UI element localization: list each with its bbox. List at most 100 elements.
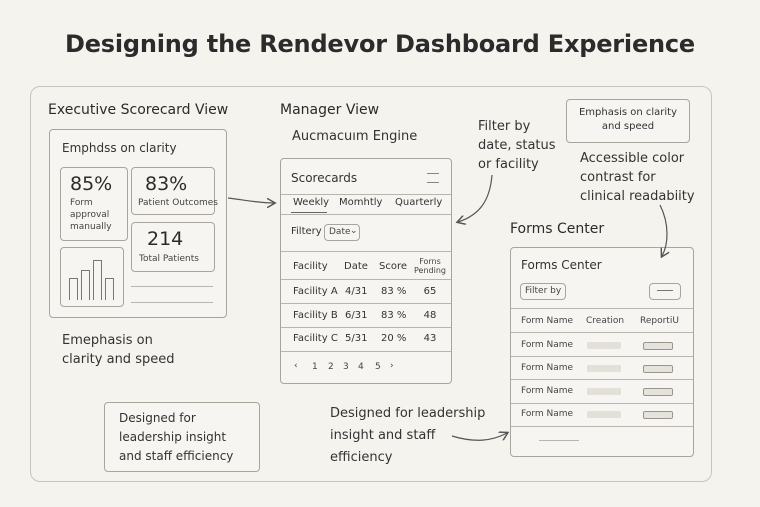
- divider: [511, 379, 693, 380]
- accessible-line: clinical readabiity: [580, 189, 695, 204]
- forms-menu-button[interactable]: [649, 283, 681, 300]
- pagination-page-1[interactable]: 1: [312, 362, 318, 372]
- mini-bar-chart: [60, 247, 124, 307]
- kpi-patient-outcomes-label: Patient Outcomes: [138, 198, 218, 208]
- forms-row-name[interactable]: Form Name: [521, 363, 574, 373]
- kpi-patient-outcomes-value: 83%: [145, 173, 188, 195]
- emphasis-box-line: and speed: [601, 121, 655, 132]
- pagination-page-4[interactable]: 4: [358, 362, 364, 372]
- table-row-score: 83 %: [381, 286, 407, 297]
- mini-bar-chart-bars: [67, 254, 117, 300]
- forms-row-name[interactable]: Form Name: [521, 340, 574, 350]
- report-placeholder: [643, 365, 673, 373]
- kpi-total-patients-value: 214: [147, 228, 184, 250]
- forms-col-reporting: ReportiU: [640, 316, 679, 326]
- executive-card-title: Emphdss on clarity: [62, 141, 177, 155]
- col-score: Score: [379, 261, 408, 272]
- col-pending: Pending: [414, 266, 446, 275]
- col-date: Date: [344, 261, 368, 272]
- divider: [511, 356, 693, 357]
- divider: [281, 251, 451, 252]
- divider: [281, 351, 451, 352]
- pagination-next[interactable]: ›: [390, 361, 394, 371]
- forms-filter-label: Filter by: [525, 286, 562, 296]
- footer-line: [539, 440, 579, 441]
- filter-date-select[interactable]: Date ⌄: [324, 224, 360, 241]
- manager-heading: Manager View: [280, 102, 380, 118]
- diagram-frame: [30, 86, 712, 482]
- menu-icon[interactable]: [427, 173, 439, 183]
- forms-col-name: Form Name: [521, 316, 574, 326]
- designed-left-box: Designed for leadership insight and staf…: [104, 402, 260, 472]
- filter-label: Filtery: [291, 226, 322, 237]
- kpi-form-approval-label: manually: [70, 222, 112, 232]
- forms-row-name[interactable]: Form Name: [521, 409, 574, 419]
- tab-weekly[interactable]: Weekly: [293, 197, 330, 208]
- table-row-facility[interactable]: Facility A: [293, 286, 338, 297]
- creation-placeholder: [587, 411, 621, 418]
- executive-heading: Executive Scorecard View: [48, 102, 229, 118]
- mini-bar: [69, 278, 78, 300]
- designed-right-line: insight and staff: [330, 428, 436, 443]
- mini-bar: [93, 260, 102, 300]
- divider: [511, 332, 693, 333]
- creation-placeholder: [587, 388, 621, 395]
- divider: [131, 302, 213, 303]
- designed-left-line: leadership insight: [119, 430, 227, 444]
- report-placeholder: [643, 388, 673, 396]
- scorecards-card: Scorecards Weekly Momhtly Quarterly Filt…: [280, 158, 452, 384]
- divider: [511, 426, 693, 427]
- kpi-total-patients: 214 Total Patients: [131, 222, 215, 272]
- scorecards-title: Scorecards: [291, 171, 358, 185]
- pagination-page-5[interactable]: 5: [375, 362, 381, 372]
- pagination-page-3[interactable]: 3: [343, 362, 349, 372]
- kpi-form-approval: 85% Form approval manually: [60, 167, 128, 241]
- table-row-facility[interactable]: Facility C: [293, 333, 338, 344]
- filter-note-line: date, status: [478, 138, 556, 153]
- forms-filter-button[interactable]: Filter by: [520, 283, 566, 300]
- kpi-form-approval-label: approval: [70, 210, 110, 220]
- filter-note-line: or facility: [478, 157, 539, 172]
- executive-card: Emphdss on clarity 85% Form approval man…: [49, 129, 227, 318]
- divider: [281, 303, 451, 304]
- creation-placeholder: [587, 365, 621, 372]
- divider: [281, 194, 451, 195]
- kpi-patient-outcomes: 83% Patient Outcomes: [131, 167, 218, 215]
- divider: [281, 214, 451, 215]
- forms-card-title: Forms Center: [521, 258, 602, 272]
- accessible-line: contrast for: [580, 170, 656, 185]
- tab-monthly[interactable]: Momhtly: [339, 197, 383, 208]
- forms-card: Forms Center Filter by Form Name Creatio…: [510, 247, 694, 457]
- report-placeholder: [643, 342, 673, 350]
- designed-right-line: Designed for leadership: [330, 406, 486, 421]
- divider: [511, 403, 693, 404]
- table-row-pending: 48: [423, 310, 437, 321]
- emphasis-box: Emphasis on clarity and speed: [566, 99, 690, 143]
- page-title: Designing the Rendevor Dashboard Experie…: [64, 30, 696, 58]
- report-placeholder: [643, 411, 673, 419]
- pagination-prev[interactable]: ‹: [294, 361, 298, 371]
- tab-weekly-underline: [291, 212, 327, 213]
- col-facility: Facility: [293, 261, 328, 272]
- divider: [281, 279, 451, 280]
- accessible-line: Accessible color: [580, 151, 685, 166]
- designed-left-line: Designed for: [119, 411, 196, 425]
- emphasis-box-line: Emphasis on clarity: [578, 107, 678, 118]
- table-row-score: 83 %: [381, 310, 407, 321]
- forms-col-creation: Creation: [586, 316, 625, 326]
- executive-note-line2: clarity and speed: [62, 352, 175, 367]
- pagination-page-2[interactable]: 2: [328, 362, 334, 372]
- chevron-down-icon: ⌄: [350, 226, 358, 236]
- forms-row-name[interactable]: Form Name: [521, 386, 574, 396]
- menu-icon: [657, 290, 673, 291]
- mini-bar: [81, 270, 90, 300]
- divider: [281, 327, 451, 328]
- tab-quarterly[interactable]: Quarterly: [395, 197, 443, 208]
- filter-date-value: Date: [329, 227, 351, 237]
- table-row-pending: 65: [423, 286, 437, 297]
- col-forms: Forns: [419, 257, 441, 266]
- table-row-facility[interactable]: Facility B: [293, 310, 338, 321]
- divider: [131, 286, 213, 287]
- designed-right-line: efficiency: [330, 450, 393, 465]
- mini-bar: [105, 278, 114, 300]
